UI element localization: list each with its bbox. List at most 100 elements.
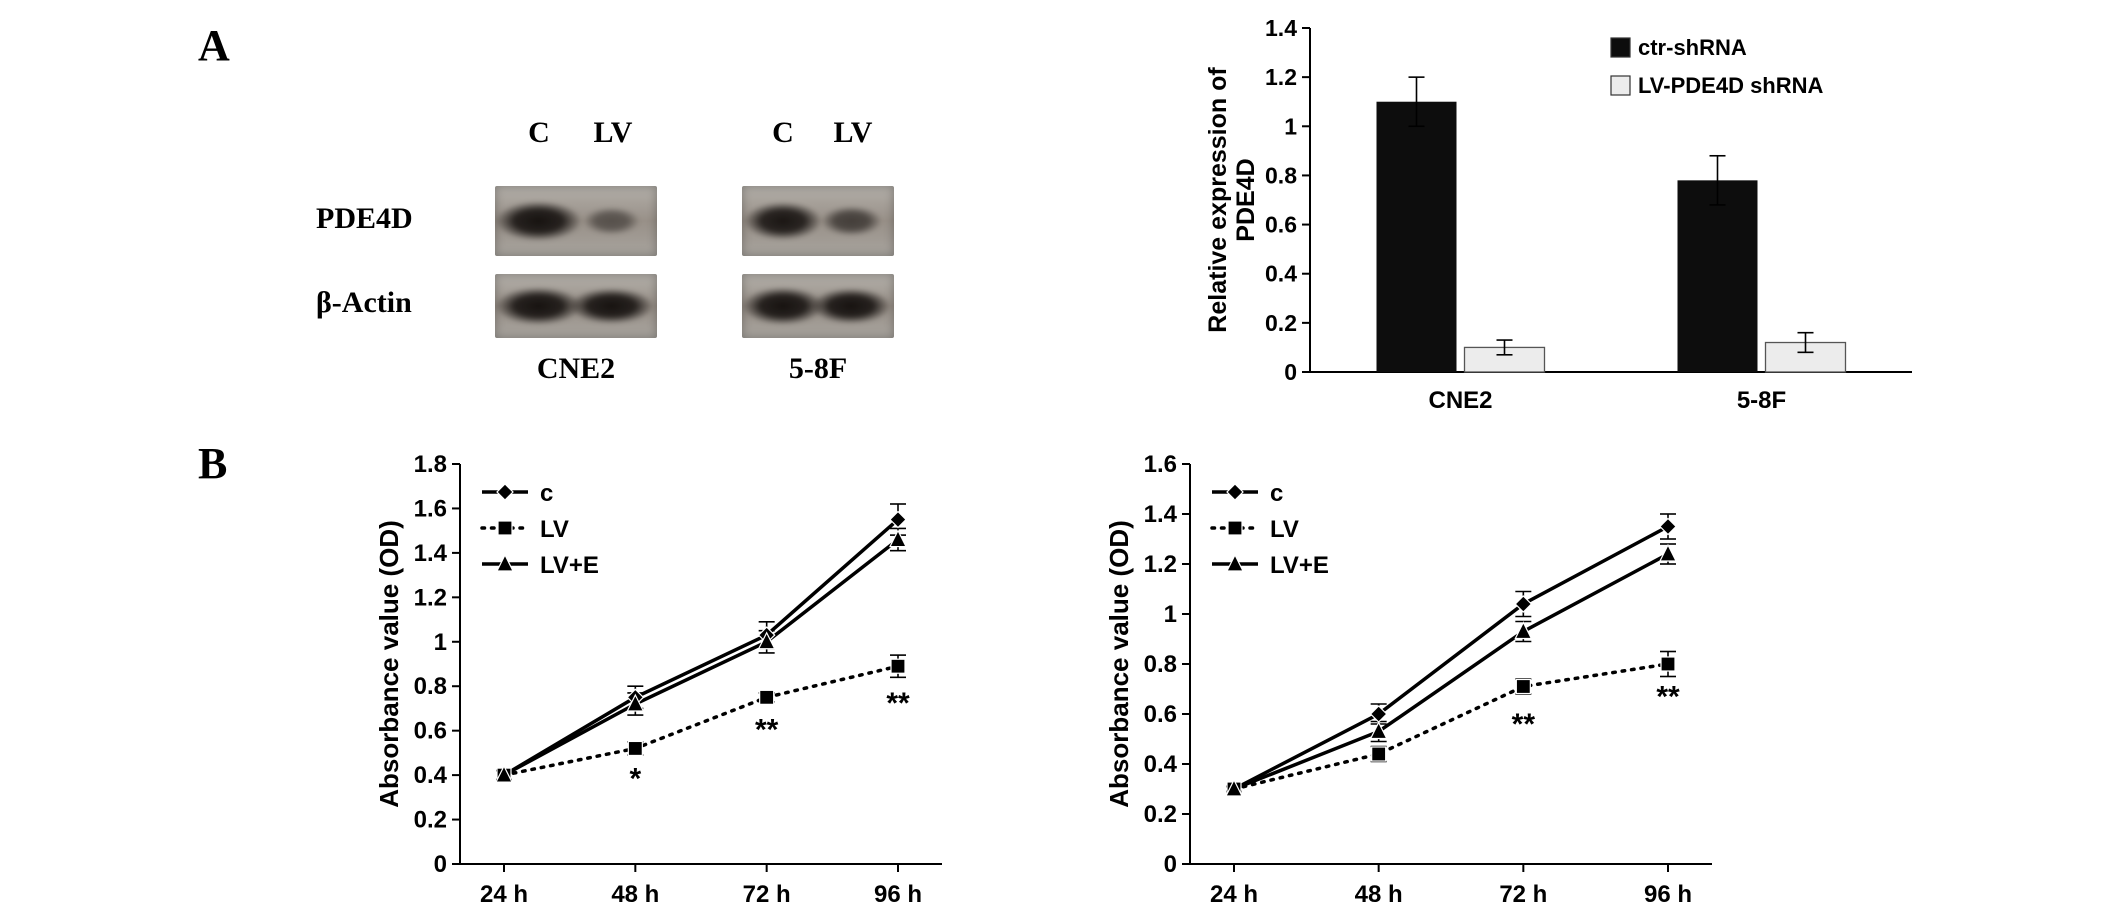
- y-tick-label: 1.2: [1144, 551, 1177, 578]
- blot-band: [742, 287, 825, 325]
- panel-b-label: B: [198, 439, 228, 488]
- x-tick-label: 24 h: [1210, 881, 1258, 908]
- bar-ctr-shRNA: [1677, 180, 1758, 372]
- legend-swatch: [1610, 75, 1631, 96]
- series-marker-triangle: [495, 764, 513, 783]
- y-tick-label: 1: [1284, 113, 1297, 139]
- series-line-LV: [1232, 662, 1670, 791]
- y-tick-label: 1.4: [1265, 15, 1297, 41]
- significance-marker: **: [1512, 708, 1536, 741]
- y-tick-label: 1.6: [414, 495, 447, 522]
- series-marker-square: [759, 689, 775, 705]
- y-tick-label: 1.4: [414, 540, 448, 567]
- series-marker-square: [627, 740, 643, 757]
- blot-band: [495, 287, 583, 325]
- series-marker-triangle: [1226, 553, 1244, 572]
- significance-marker: **: [755, 714, 779, 747]
- lane-label-58f-lv: LV: [833, 116, 873, 149]
- panel-a-label: A: [198, 21, 230, 70]
- series-marker-square: [1515, 678, 1531, 695]
- legend-label: ctr-shRNA: [1638, 35, 1747, 60]
- line-chart-cne2-proliferation: 0 0.2 0.4 0.6 0.8 1 1.2 1.4 1.6 1.8 Absorbance val…: [374, 451, 942, 908]
- blot-band: [744, 201, 822, 241]
- series-line-c: [503, 518, 900, 777]
- series-marker-diamond: [1659, 517, 1677, 536]
- legend-label: LV+E: [1270, 552, 1329, 579]
- significance-marker: **: [886, 687, 910, 720]
- series-marker-triangle: [1225, 778, 1243, 797]
- x-tick-label: 24 h: [480, 881, 528, 908]
- y-tick-label: 1.2: [414, 584, 447, 611]
- blot-image-pde4d-cne2: [495, 186, 657, 256]
- x-tick-label: 48 h: [611, 881, 659, 908]
- bar-ctr-shRNA: [1376, 101, 1457, 372]
- series-marker-triangle: [889, 529, 907, 548]
- y-axis-title: Relative expression ofPDE4D: [1204, 67, 1260, 333]
- blot-band: [583, 207, 640, 235]
- y-tick-label: 0.4: [414, 762, 448, 789]
- legend-swatch: [1610, 37, 1631, 58]
- legend-label: LV: [540, 516, 569, 543]
- y-tick-label: 0.2: [414, 807, 447, 834]
- series-marker-diamond: [1514, 595, 1533, 613]
- y-tick-label: 0.6: [414, 718, 447, 745]
- series-marker-square: [1371, 746, 1387, 762]
- y-tick-label: 0.2: [1144, 801, 1177, 828]
- blot-image-bactin-cne2: [495, 274, 657, 338]
- series-marker-triangle: [1369, 721, 1388, 740]
- series-marker-triangle: [1514, 621, 1533, 640]
- blot-row-label-beta-actin: β-Actin: [316, 286, 412, 319]
- series-marker-square: [1227, 520, 1243, 536]
- x-tick-label: 72 h: [1499, 881, 1547, 908]
- x-tick-label: 48 h: [1355, 881, 1403, 908]
- series-marker-triangle: [757, 631, 776, 650]
- y-tick-label: 1: [434, 629, 447, 656]
- significance-marker: *: [629, 762, 641, 795]
- lane-label-58f-c: C: [772, 116, 794, 149]
- series-marker-triangle: [496, 553, 514, 572]
- y-tick-label: 1.6: [1144, 451, 1177, 478]
- y-tick-label: 1: [1164, 601, 1177, 628]
- y-tick-label: 0: [434, 851, 447, 878]
- blot-band: [569, 287, 655, 325]
- series-marker-diamond: [1226, 483, 1244, 501]
- y-axis-title: Absorbance value (OD): [374, 520, 404, 808]
- y-tick-label: 0.8: [1144, 651, 1177, 678]
- y-tick-label: 0.4: [1144, 751, 1178, 778]
- y-tick-label: 0.8: [414, 673, 447, 700]
- y-tick-label: 0.6: [1144, 701, 1177, 728]
- series-marker-triangle: [1659, 543, 1677, 562]
- x-category-label: CNE2: [1428, 387, 1492, 414]
- x-tick-label: 72 h: [743, 881, 791, 908]
- x-tick-label: 96 h: [874, 881, 922, 908]
- blot-band: [821, 205, 882, 237]
- y-axis-title: Absorbance value (OD): [1104, 520, 1134, 808]
- blot-group-label-cne2: CNE2: [536, 352, 616, 385]
- series-line-LV+E: [1233, 552, 1669, 791]
- lane-label-cne2-lv: LV: [593, 116, 633, 149]
- x-tick-label: 96 h: [1644, 881, 1692, 908]
- legend-label: c: [1270, 480, 1283, 507]
- blot-band: [811, 287, 892, 325]
- legend-label: c: [540, 480, 553, 507]
- blot-band: [495, 200, 583, 242]
- blot-group-label-58f: 5-8F: [788, 352, 848, 385]
- significance-marker: **: [1656, 681, 1680, 714]
- series-marker-triangle: [626, 693, 645, 712]
- y-tick-label: 1.8: [414, 451, 447, 478]
- series-marker-square: [890, 658, 906, 674]
- series-marker-square: [497, 520, 513, 536]
- blot-image-bactin-58f: [742, 274, 894, 338]
- blot-row-label-pde4d: PDE4D: [316, 202, 413, 235]
- lane-label-cne2-c: C: [528, 116, 550, 149]
- x-category-label: 5-8F: [1737, 387, 1786, 414]
- y-tick-label: 0: [1164, 851, 1177, 878]
- series-marker-diamond: [496, 483, 514, 501]
- legend-label: LV+E: [540, 552, 599, 579]
- y-tick-label: 0.2: [1265, 310, 1297, 336]
- legend-label: LV: [1270, 516, 1299, 543]
- legend-label: LV-PDE4D shRNA: [1638, 73, 1824, 98]
- series-line-LV+E: [503, 538, 900, 777]
